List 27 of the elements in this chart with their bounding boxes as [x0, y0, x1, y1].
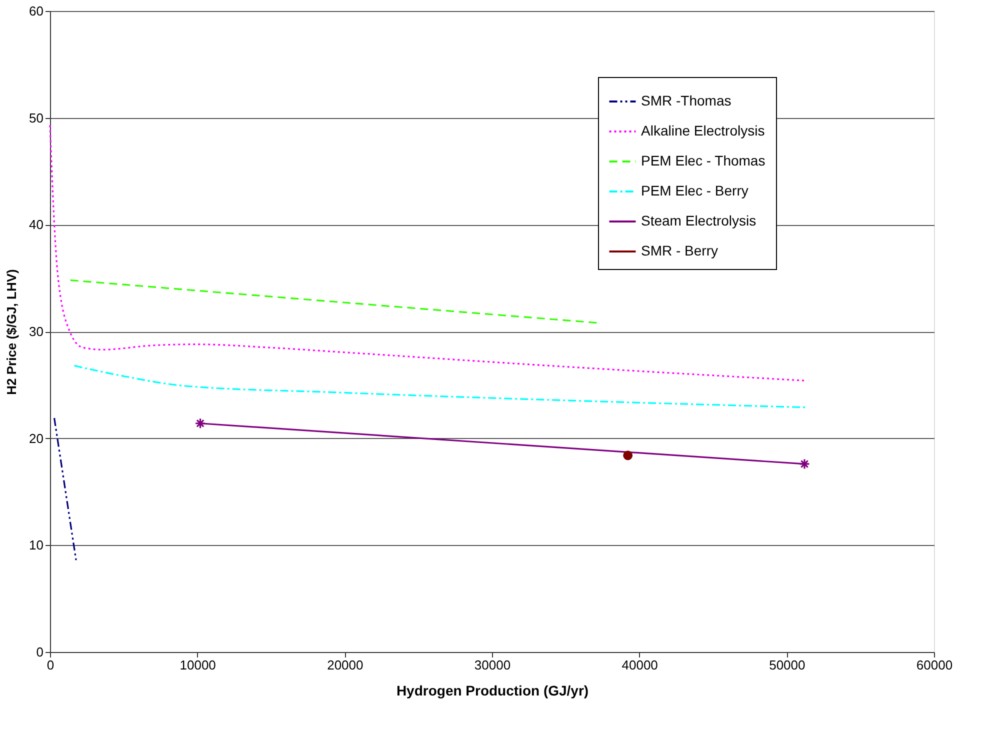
- point: [623, 450, 633, 460]
- x-tick-label: 10000: [180, 658, 216, 672]
- x-tick-label: 30000: [474, 658, 511, 672]
- y-tick-label: 40: [29, 217, 44, 232]
- line-series: [74, 364, 806, 408]
- y-axis-title: H2 Price ($/GJ, LHV): [4, 269, 20, 395]
- point: [194, 418, 206, 429]
- y-tick-label: 10: [29, 538, 44, 553]
- y-tick-label: 20: [29, 430, 44, 446]
- x-axis-title: Hydrogen Production (GJ/yr): [396, 682, 589, 698]
- y-tick-label: 50: [29, 110, 44, 126]
- legend-label: SMR -Thomas: [641, 92, 732, 108]
- point: [798, 458, 810, 470]
- x-tick-label: 50000: [769, 658, 806, 672]
- legend-label: SMR - Berry: [641, 242, 718, 258]
- legend-label: Alkaline Electrolysis: [641, 122, 765, 138]
- x-tick-label: 40000: [622, 658, 658, 672]
- y-tick-label: 60: [29, 4, 44, 18]
- x-tick-label: 0: [46, 658, 54, 672]
- legend-label: Steam Electrolysis: [641, 212, 756, 228]
- x-tick-label: 60000: [916, 658, 953, 672]
- x-tick-label: 20000: [327, 658, 364, 672]
- legend-label: PEM Elec - Thomas: [641, 152, 766, 168]
- y-tick-label: 30: [29, 324, 44, 339]
- legend-label: PEM Elec - Berry: [641, 182, 748, 198]
- y-tick-label: 0: [36, 644, 44, 660]
- line-series: [49, 124, 806, 382]
